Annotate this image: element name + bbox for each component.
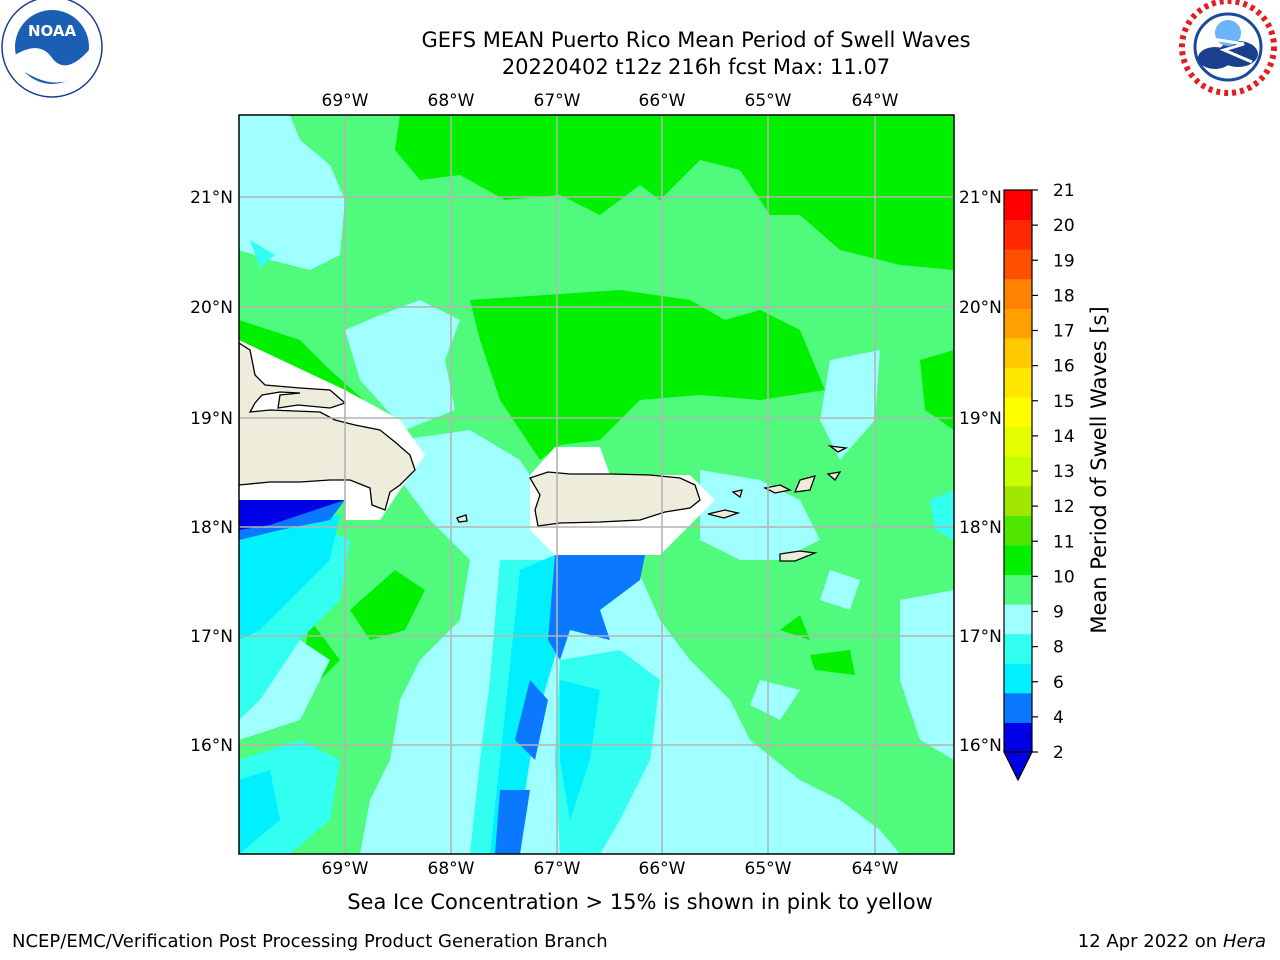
colorbar-tick-label: 15 xyxy=(1053,392,1075,412)
puerto-rico xyxy=(529,471,701,527)
lat-tick-right-16n: 16°N xyxy=(959,736,1002,756)
lat-tick-right-20n: 20°N xyxy=(959,298,1002,318)
colorbar-segment xyxy=(1004,633,1032,664)
colorbar-tick-label: 20 xyxy=(1053,216,1075,236)
lat-tick-left-16n: 16°N xyxy=(190,736,233,756)
chart-title: GEFS MEAN Puerto Rico Mean Period of Swe… xyxy=(421,28,971,52)
lon-tick-bottom-68w: 68°W xyxy=(428,859,475,879)
lon-tick-bottom-64w: 64°W xyxy=(852,859,899,879)
colorbar-segment xyxy=(1004,337,1032,368)
colorbar-segment xyxy=(1004,544,1032,576)
land xyxy=(239,342,849,562)
colorbar-tick-label: 17 xyxy=(1053,322,1075,342)
lon-tick-bottom-69w: 69°W xyxy=(322,859,369,879)
colorbar-tick-label: 21 xyxy=(1053,181,1075,201)
graticule xyxy=(239,115,954,854)
st-croix-island xyxy=(779,550,818,562)
colorbar-segment xyxy=(1004,574,1032,605)
lon-tick-top-69w: 69°W xyxy=(322,91,369,111)
colorbar-segment xyxy=(1004,367,1032,398)
lat-tick-left-21n: 21°N xyxy=(190,188,233,208)
colorbar-tick-label: 12 xyxy=(1053,497,1075,517)
colorbar-segment xyxy=(1004,722,1032,753)
colorbar-tick-label: 16 xyxy=(1053,357,1075,377)
colorbar-tick-label: 9 xyxy=(1053,603,1064,623)
colorbar-segment xyxy=(1004,515,1032,546)
nws-logo xyxy=(1179,0,1277,96)
colorbar-tick-label: 11 xyxy=(1053,532,1075,552)
right-lat-labels: 21°N 20°N 19°N 18°N 17°N 16°N xyxy=(959,188,1002,756)
lat-tick-right-18n: 18°N xyxy=(959,518,1002,538)
lon-tick-top-67w: 67°W xyxy=(534,91,581,111)
noaa-logo-text: NOAA xyxy=(28,22,77,40)
noaa-logo: NOAA xyxy=(1,0,103,98)
lon-tick-bottom-67w: 67°W xyxy=(534,859,581,879)
colorbar-tick-label: 6 xyxy=(1053,673,1064,693)
lat-tick-right-19n: 19°N xyxy=(959,409,1002,429)
map-area xyxy=(239,115,954,854)
lon-tick-top-64w: 64°W xyxy=(852,91,899,111)
colorbar-segment xyxy=(1004,692,1032,723)
chart-subtitle: 20220402 t12z 216h fcst Max: 11.07 xyxy=(501,55,891,79)
lat-tick-left-17n: 17°N xyxy=(190,627,233,647)
colorbar-segment xyxy=(1004,456,1032,487)
swell-band-below-2 xyxy=(239,500,345,530)
colorbar-segment xyxy=(1004,249,1032,280)
top-lon-labels: 69°W 68°W 67°W 66°W 65°W 64°W xyxy=(322,91,899,111)
colorbar-segment xyxy=(1004,397,1032,428)
lat-tick-right-21n: 21°N xyxy=(959,188,1002,208)
footer-date-text: 12 Apr 2022 on xyxy=(1077,931,1223,952)
footer-machine: Hera xyxy=(1222,931,1266,952)
colorbar-tick-label: 8 xyxy=(1053,638,1064,658)
colorbar-tick-label: 18 xyxy=(1053,286,1075,306)
colorbar-segment xyxy=(1004,604,1032,635)
colorbar-extend-arrow xyxy=(1003,751,1033,782)
lon-tick-top-68w: 68°W xyxy=(428,91,475,111)
colorbar-tick-label: 19 xyxy=(1053,251,1075,271)
colorbar-segment xyxy=(1004,190,1032,221)
vieques-island xyxy=(707,509,741,519)
footer-credit: NCEP/EMC/Verification Post Processing Pr… xyxy=(12,931,608,952)
map-frame xyxy=(238,114,955,855)
lon-tick-top-65w: 65°W xyxy=(745,91,792,111)
lon-tick-bottom-65w: 65°W xyxy=(745,859,792,879)
colorbar-segment xyxy=(1004,663,1032,694)
bottom-lon-labels: 69°W 68°W 67°W 66°W 65°W 64°W xyxy=(322,859,899,879)
colorbar-tick-label: 14 xyxy=(1053,427,1075,447)
colorbar-segment xyxy=(1004,219,1032,250)
lat-tick-left-19n: 19°N xyxy=(190,409,233,429)
lat-tick-right-17n: 17°N xyxy=(959,627,1002,647)
colorbar-tick-label: 4 xyxy=(1053,708,1064,728)
lat-tick-left-18n: 18°N xyxy=(190,518,233,538)
swell-band-2-4 xyxy=(239,500,645,854)
footer-date: 12 Apr 2022 on Hera xyxy=(1078,931,1266,952)
colorbar-tick-label: 10 xyxy=(1053,567,1075,587)
colorbar: 21 20 19 18 17 16 15 14 13 12 11 10 9 8 6 4 2 xyxy=(1003,181,1075,782)
colorbar-segment xyxy=(1004,278,1032,309)
colorbar-segment xyxy=(1004,308,1032,339)
left-lat-labels: 21°N 20°N 19°N 18°N 17°N 16°N xyxy=(190,188,233,756)
lon-tick-top-66w: 66°W xyxy=(639,91,686,111)
lon-tick-bottom-66w: 66°W xyxy=(639,859,686,879)
sea-ice-note: Sea Ice Concentration > 15% is shown in … xyxy=(347,890,933,914)
colorbar-tick-label: 2 xyxy=(1053,743,1064,763)
colorbar-segment xyxy=(1004,426,1032,457)
colorbar-tick-label: 13 xyxy=(1053,462,1075,482)
mona-island xyxy=(456,514,468,523)
lat-tick-left-20n: 20°N xyxy=(190,298,233,318)
hispaniola xyxy=(239,342,416,511)
colorbar-segment xyxy=(1004,485,1032,516)
colorbar-label: Mean Period of Swell Waves [s] xyxy=(1087,306,1111,633)
